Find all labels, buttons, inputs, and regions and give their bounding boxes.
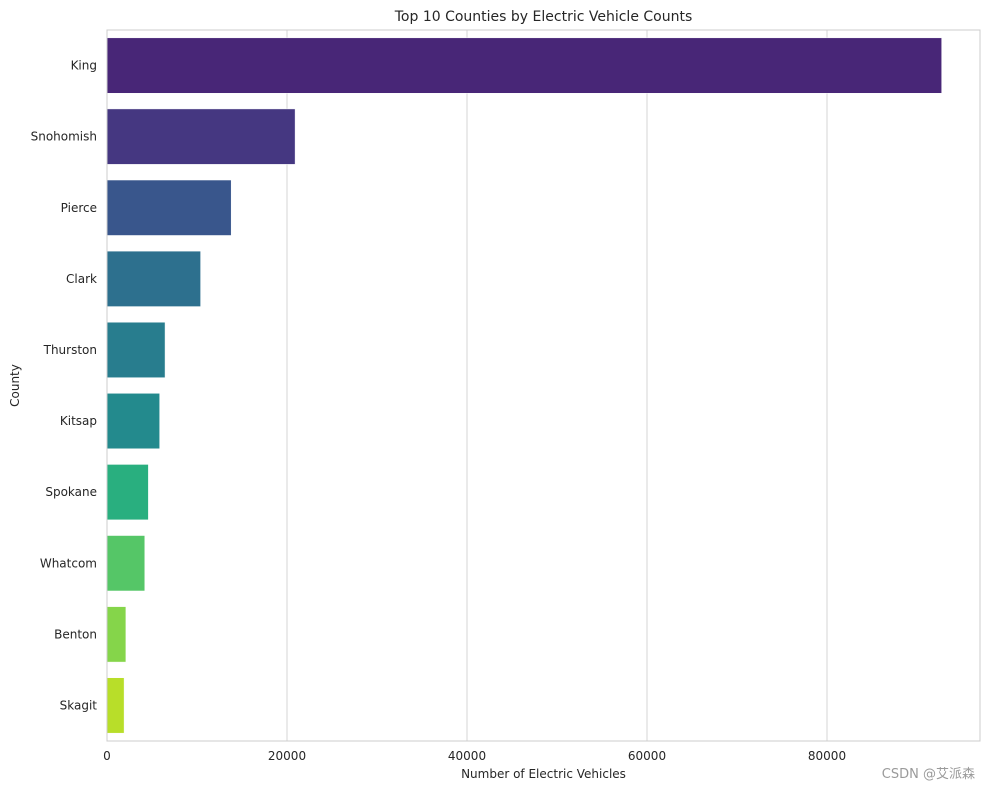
bar-spokane xyxy=(106,464,149,521)
y-tick-labels: King Snohomish Pierce Clark Thurston Kitsap Sp… xyxy=(31,59,98,713)
y-tick-label: Pierce xyxy=(61,201,97,215)
bar-snohomish xyxy=(106,108,296,165)
x-tick-label: 80000 xyxy=(808,749,846,763)
bar-pierce xyxy=(106,179,232,236)
x-tick-label: 60000 xyxy=(628,749,666,763)
bar-skagit xyxy=(106,677,125,734)
bar-king xyxy=(106,37,942,94)
y-tick-label: Skagit xyxy=(60,698,98,712)
x-tick-label: 20000 xyxy=(268,749,306,763)
plot-area-frame xyxy=(106,29,981,742)
y-tick-label: Clark xyxy=(66,272,97,286)
y-tick-label: King xyxy=(71,59,97,73)
y-tick-label: Snohomish xyxy=(31,130,97,144)
y-axis-label: County xyxy=(8,364,22,407)
y-tick-label: Whatcom xyxy=(40,556,97,570)
x-tick-label: 0 xyxy=(103,749,111,763)
bar-clark xyxy=(106,250,201,307)
bar-thurston xyxy=(106,321,166,378)
bar-whatcom xyxy=(106,535,146,592)
y-tick-label: Kitsap xyxy=(60,414,97,428)
x-tick-label: 40000 xyxy=(448,749,486,763)
bar-benton xyxy=(106,606,127,663)
y-tick-label: Thurston xyxy=(43,343,97,357)
bars xyxy=(106,37,942,734)
bar-kitsap xyxy=(106,393,160,450)
y-tick-label: Spokane xyxy=(45,485,97,499)
x-tick-labels: 0 20000 40000 60000 80000 xyxy=(103,749,846,763)
y-tick-label: Benton xyxy=(54,627,97,641)
watermark: CSDN @艾派森 xyxy=(881,767,975,782)
chart-title: Top 10 Counties by Electric Vehicle Coun… xyxy=(394,9,693,25)
x-axis-label: Number of Electric Vehicles xyxy=(461,767,626,781)
